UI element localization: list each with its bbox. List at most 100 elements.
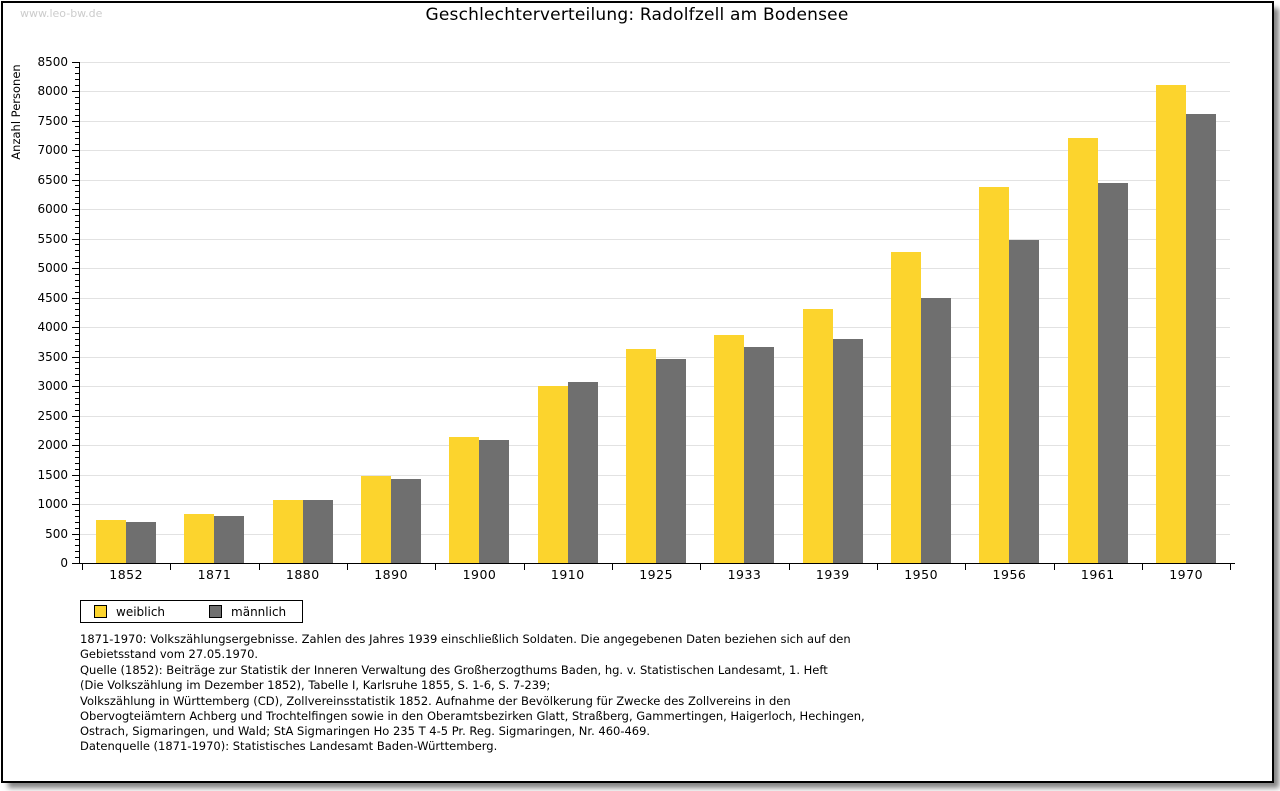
bar-männlich-1939 <box>832 339 863 563</box>
bar-weiblich-1950 <box>891 252 922 563</box>
y-major-tick-8000 <box>72 91 79 92</box>
x-tick <box>1230 564 1232 570</box>
y-minor-tick <box>75 368 79 370</box>
bar-weiblich-1925 <box>626 349 657 563</box>
y-minor-tick <box>75 509 79 511</box>
note-line: Volkszählung in Württemberg (CD), Zollve… <box>80 693 791 708</box>
y-minor-tick <box>75 403 79 405</box>
y-tick-label-6000: 6000 <box>37 202 68 216</box>
y-major-tick-0 <box>72 563 79 564</box>
y-tick-label-6500: 6500 <box>37 172 68 187</box>
y-minor-tick <box>75 450 79 452</box>
y-minor-tick <box>75 214 79 216</box>
y-tick-label-3500: 3500 <box>37 349 68 364</box>
y-minor-tick <box>75 515 79 517</box>
note-line: 1871-1970: Volkszählungsergebnisse. Zahl… <box>80 632 851 646</box>
bar-weiblich-1880 <box>272 499 303 563</box>
x-tick-label-1939: 1939 <box>815 567 850 582</box>
bar-weiblich-1961 <box>1067 137 1098 563</box>
y-tick-label-3000: 3000 <box>37 379 68 393</box>
y-minor-tick <box>75 350 79 352</box>
y-minor-tick <box>75 332 79 334</box>
y-minor-tick <box>75 132 79 134</box>
y-minor-tick <box>75 203 79 205</box>
maennlich-swatch-icon <box>209 605 223 618</box>
y-major-tick-7500 <box>72 120 79 122</box>
gridline-6500 <box>80 179 1230 181</box>
note-line: Obervogteiämtern Achberg und Trochtelfin… <box>80 709 865 724</box>
y-minor-tick <box>75 155 79 157</box>
gridline-8500 <box>80 61 1230 63</box>
y-minor-tick <box>75 321 79 323</box>
bar-weiblich-1852 <box>96 519 127 563</box>
bar-weiblich-1900 <box>449 436 480 563</box>
x-tick-label-1880: 1880 <box>285 567 320 582</box>
bar-weiblich-1933 <box>714 335 745 563</box>
y-tick-label-1000: 1000 <box>37 497 68 511</box>
legend: weiblich männlich <box>80 600 304 623</box>
bar-männlich-1890 <box>391 479 422 563</box>
legend-label-weiblich: weiblich <box>116 604 166 619</box>
gridline-7000 <box>80 150 1230 151</box>
bar-männlich-1871 <box>214 515 245 563</box>
x-tick <box>965 564 967 570</box>
y-tick-label-8500: 8500 <box>37 54 68 69</box>
y-minor-tick <box>75 102 79 104</box>
bar-weiblich-1890 <box>361 476 392 563</box>
y-minor-tick <box>75 126 79 128</box>
y-minor-tick <box>75 315 79 317</box>
y-minor-tick <box>75 462 79 464</box>
y-minor-tick <box>75 73 79 75</box>
y-minor-tick <box>75 374 79 376</box>
x-tick-label-1871: 1871 <box>197 567 232 582</box>
x-tick-label-1970: 1970 <box>1169 567 1204 582</box>
y-major-tick-6000 <box>72 209 79 210</box>
y-minor-tick <box>75 220 79 222</box>
gridline-7500 <box>80 120 1230 122</box>
gridline-8000 <box>80 91 1230 92</box>
y-minor-tick <box>75 226 79 228</box>
y-minor-tick <box>75 433 79 435</box>
y-minor-tick <box>75 173 79 175</box>
x-axis-line <box>79 563 1235 564</box>
bar-männlich-1956 <box>1009 239 1040 563</box>
y-major-tick-3000 <box>72 386 79 387</box>
x-tick-label-1890: 1890 <box>374 567 409 582</box>
y-tick-label-1500: 1500 <box>37 467 68 482</box>
y-minor-tick <box>75 279 79 281</box>
y-minor-tick <box>75 421 79 423</box>
x-tick <box>258 564 260 570</box>
y-tick-label-7500: 7500 <box>37 113 68 128</box>
x-tick-label-1900: 1900 <box>462 567 497 582</box>
y-minor-tick <box>75 96 79 98</box>
x-tick <box>611 564 613 570</box>
y-minor-tick <box>75 486 79 488</box>
y-major-tick-3500 <box>72 356 79 358</box>
y-major-tick-8500 <box>72 61 79 63</box>
y-minor-tick <box>75 468 79 470</box>
y-tick-label-7000: 7000 <box>37 143 68 157</box>
y-minor-tick <box>75 439 79 441</box>
y-major-tick-500 <box>72 533 79 535</box>
y-minor-tick <box>75 492 79 494</box>
y-minor-tick <box>75 309 79 311</box>
y-minor-tick <box>75 527 79 529</box>
y-major-tick-1500 <box>72 474 79 476</box>
x-tick-label-1961: 1961 <box>1080 567 1115 582</box>
bar-männlich-1970 <box>1186 114 1217 563</box>
y-minor-tick <box>75 498 79 500</box>
y-tick-label-5000: 5000 <box>37 261 68 275</box>
y-minor-tick <box>75 108 79 110</box>
y-minor-tick <box>75 185 79 187</box>
y-major-tick-5000 <box>72 268 79 269</box>
note-line: Quelle (1852): Beiträge zur Statistik de… <box>80 662 828 677</box>
y-minor-tick <box>75 138 79 140</box>
y-tick-label-2500: 2500 <box>37 408 68 423</box>
y-tick-label-5500: 5500 <box>37 231 68 246</box>
note-line: (Die Volkszählung im Dezember 1852), Tab… <box>80 678 551 693</box>
x-tick <box>346 564 348 570</box>
y-tick-label-0: 0 <box>60 556 68 570</box>
x-tick-label-1956: 1956 <box>992 567 1027 582</box>
x-tick-label-1925: 1925 <box>639 567 674 582</box>
y-major-tick-5500 <box>72 238 79 240</box>
